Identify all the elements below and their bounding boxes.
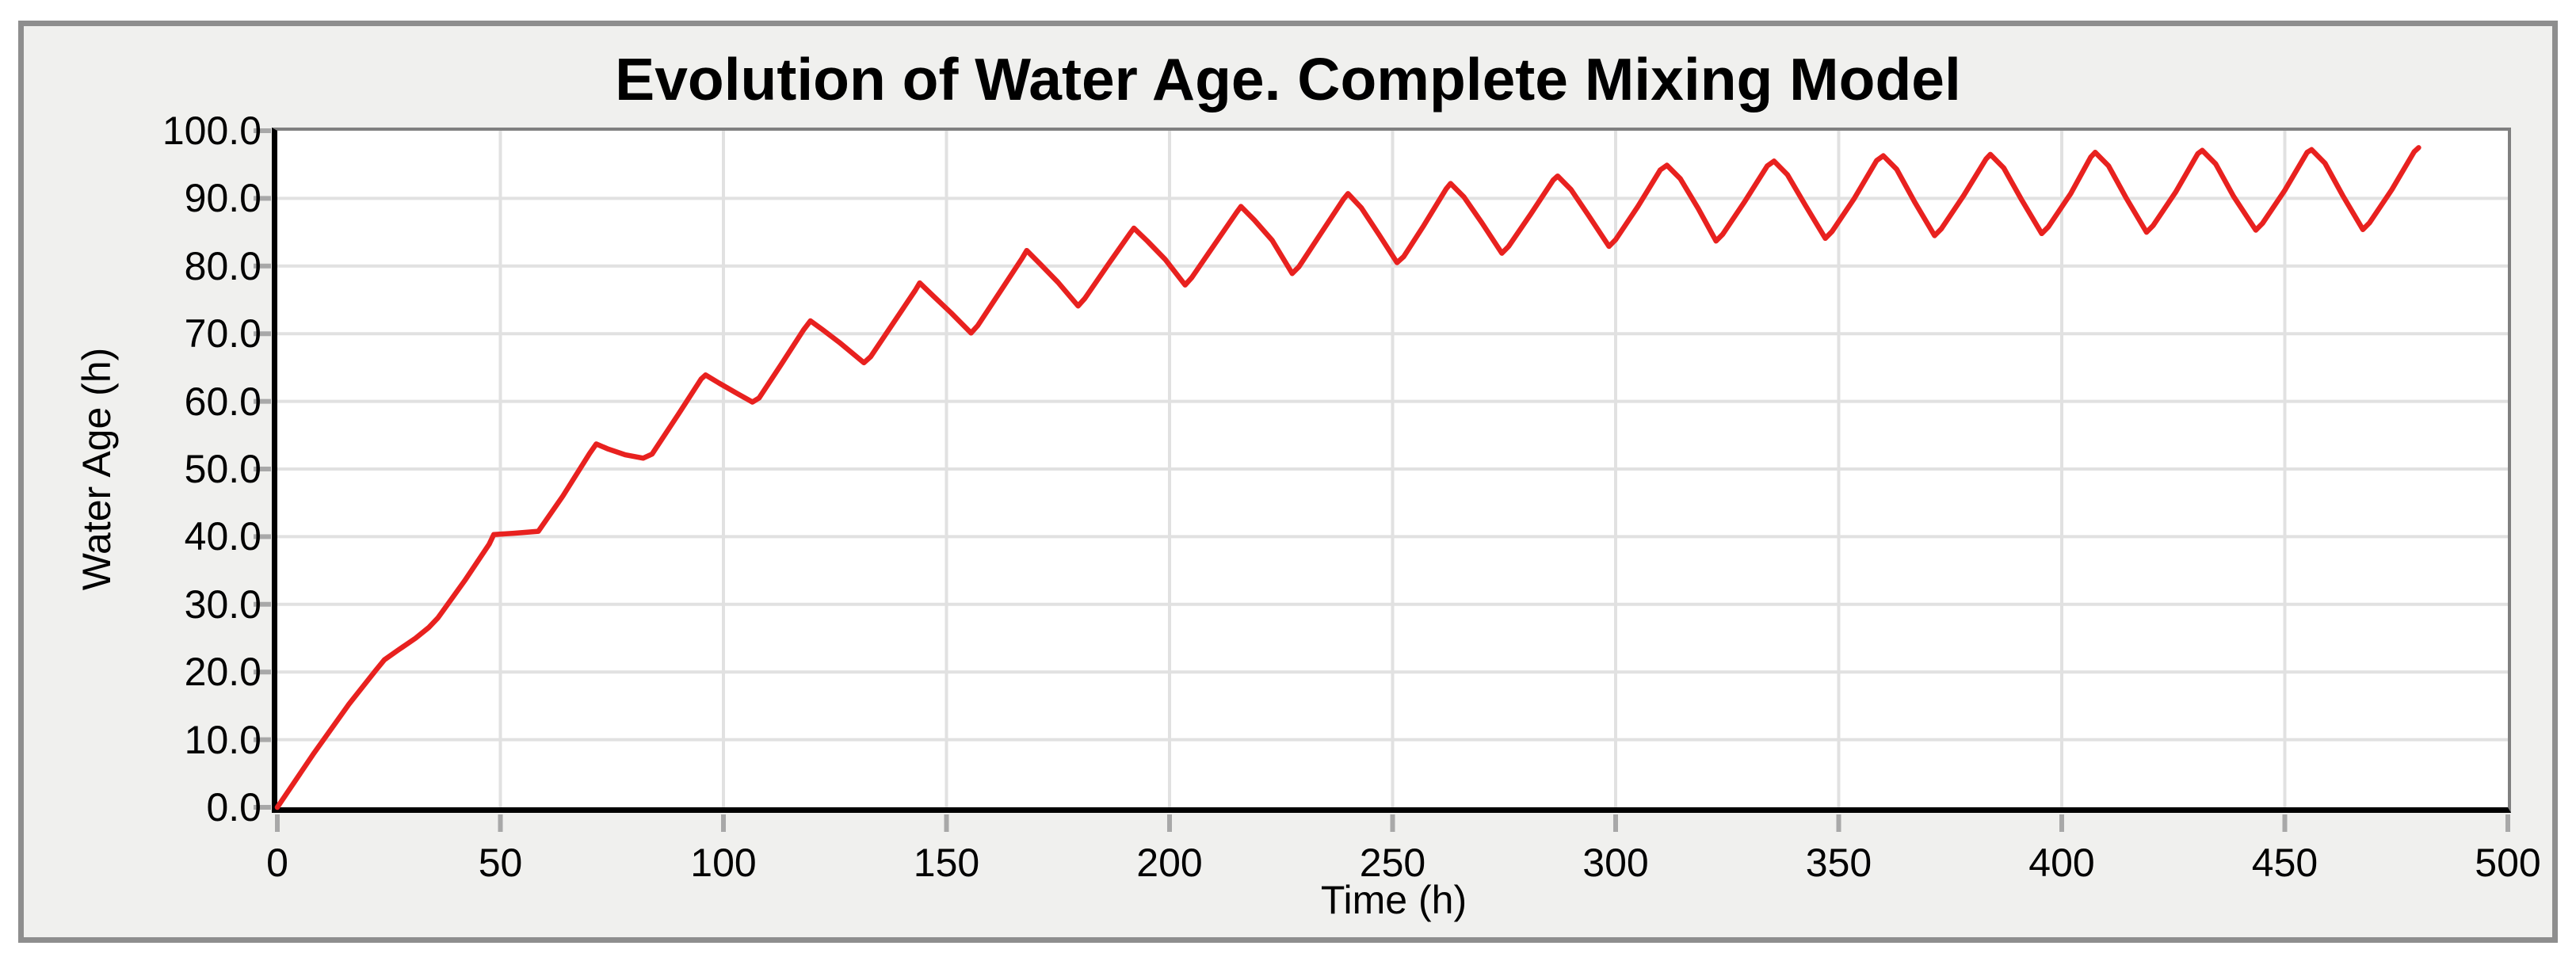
y-tick-label: 80.0 — [184, 243, 261, 288]
x-tick-label: 150 — [913, 841, 980, 885]
water-age-line — [274, 145, 2421, 810]
chart-figure: Evolution of Water Age. Complete Mixing … — [18, 21, 2558, 943]
y-tick-label: 90.0 — [184, 176, 261, 221]
chart-title: Evolution of Water Age. Complete Mixing … — [615, 46, 1961, 112]
y-tick-label: 60.0 — [184, 379, 261, 424]
y-tick-label: 0.0 — [206, 785, 261, 829]
x-tick-label: 50 — [478, 841, 523, 885]
y-tick-label: 70.0 — [184, 311, 261, 357]
y-tick-label: 50.0 — [184, 447, 261, 491]
x-tick-label: 300 — [1582, 841, 1649, 885]
plot-area — [254, 128, 2511, 832]
x-axis-title: Time (h) — [1320, 878, 1467, 922]
x-tick-label: 350 — [1805, 841, 1872, 885]
y-tick-label: 100.0 — [162, 109, 261, 153]
x-tick-label: 500 — [2475, 841, 2541, 885]
y-axis-title: Water Age (h) — [74, 347, 119, 591]
y-tick-label: 10.0 — [184, 717, 261, 762]
x-tick-label: 200 — [1136, 841, 1203, 885]
grid-lines — [277, 131, 2508, 807]
tick-marks — [254, 128, 2510, 832]
plot-canvas — [254, 128, 2510, 832]
x-tick-label: 0 — [266, 841, 288, 885]
x-tick-label: 250 — [1359, 841, 1426, 885]
x-tick-label: 450 — [2251, 841, 2318, 885]
x-tick-label: 100 — [690, 841, 757, 885]
y-tick-label: 20.0 — [184, 650, 261, 695]
x-tick-label: 400 — [2028, 841, 2095, 885]
y-tick-label: 40.0 — [184, 514, 261, 559]
y-tick-label: 30.0 — [184, 582, 261, 627]
